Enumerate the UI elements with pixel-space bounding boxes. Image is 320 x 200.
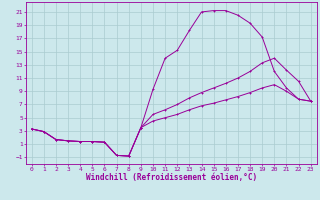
X-axis label: Windchill (Refroidissement éolien,°C): Windchill (Refroidissement éolien,°C) [86, 173, 257, 182]
